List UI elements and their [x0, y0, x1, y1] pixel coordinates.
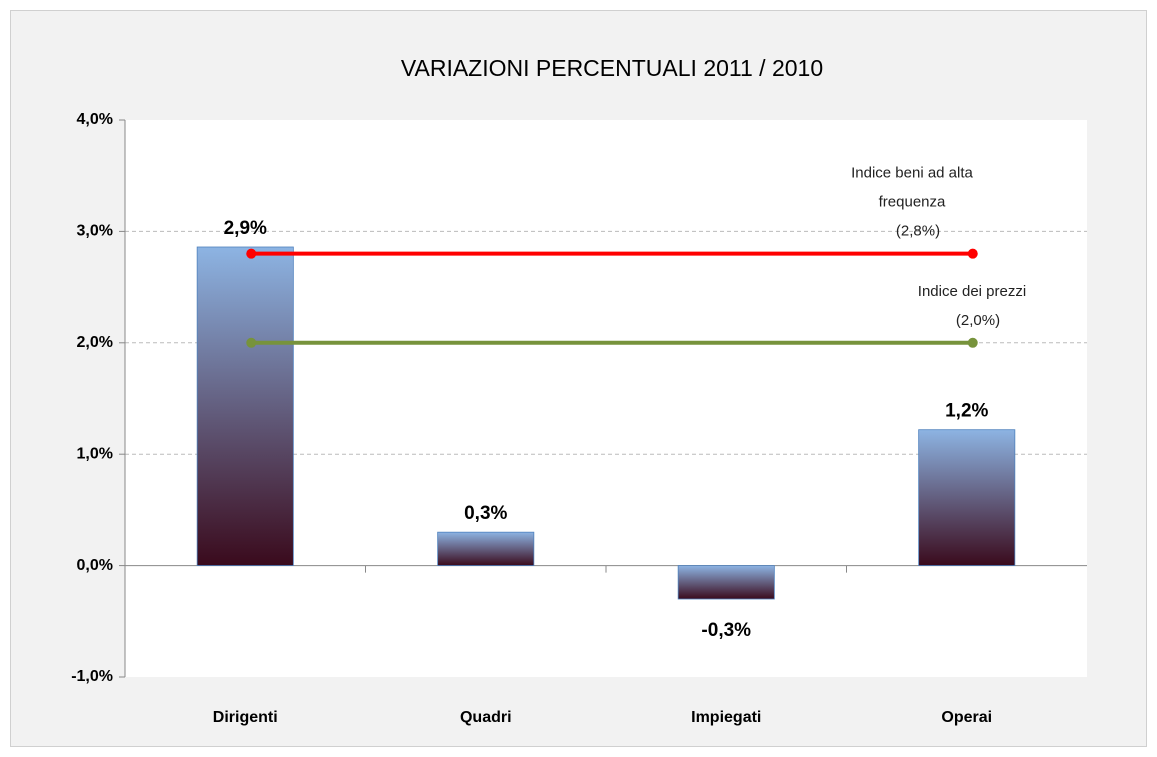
- line-value-label: (2,8%): [896, 223, 940, 240]
- chart-title: VARIAZIONI PERCENTUALI 2011 / 2010: [401, 55, 823, 81]
- line-marker: [246, 337, 257, 348]
- bar: [677, 565, 775, 600]
- value-label: 2,9%: [224, 218, 267, 239]
- line-marker: [246, 248, 257, 259]
- y-tick-label: 3,0%: [77, 223, 113, 240]
- bar: [196, 246, 294, 567]
- y-tick-label: 0,0%: [77, 557, 113, 574]
- line-marker: [967, 248, 978, 259]
- value-label: 1,2%: [945, 401, 988, 422]
- x-tick-label: Dirigenti: [213, 709, 278, 726]
- y-tick-label: -1,0%: [71, 668, 113, 685]
- line-annotation: frequenza: [879, 194, 946, 211]
- x-tick-label: Quadri: [460, 709, 512, 726]
- value-label: 0,3%: [464, 503, 507, 524]
- y-tick-label: 2,0%: [77, 334, 113, 351]
- y-tick-label: 4,0%: [77, 111, 113, 128]
- line-value-label: (2,0%): [956, 312, 1000, 329]
- bar: [437, 531, 535, 566]
- y-tick-label: 1,0%: [77, 445, 113, 462]
- x-tick-label: Operai: [941, 709, 992, 726]
- x-tick-label: Impiegati: [691, 709, 761, 726]
- value-label: -0,3%: [701, 620, 751, 641]
- bar: [918, 429, 1016, 566]
- line-marker: [967, 337, 978, 348]
- line-annotation: Indice dei prezzi: [918, 283, 1026, 300]
- line-annotation: Indice beni ad alta: [851, 165, 973, 182]
